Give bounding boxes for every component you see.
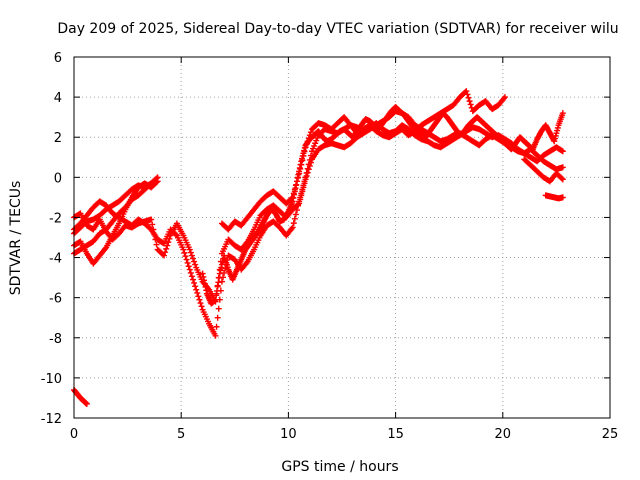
plus-marker-trace [542, 192, 566, 202]
y-tick-label: -12 [41, 412, 62, 427]
x-axis-ticks: 0 5 10 15 20 25 [70, 57, 618, 442]
data-points [71, 88, 566, 407]
series-trace-g [199, 104, 566, 307]
series-trace-c [71, 180, 155, 237]
y-tick-label: 0 [54, 171, 62, 186]
x-tick-label: 25 [602, 427, 619, 442]
y-tick-label: -6 [49, 292, 62, 307]
series-trace-j [542, 192, 566, 202]
y-tick-label: -10 [41, 372, 62, 387]
y-tick-label: 6 [54, 51, 62, 66]
y-tick-label: 4 [54, 91, 62, 106]
chart-title: Day 209 of 2025, Sidereal Day-to-day VTE… [57, 21, 618, 37]
y-axis-label: SDTVAR / TECUs [8, 181, 24, 296]
x-tick-label: 0 [70, 427, 78, 442]
x-tick-label: 5 [177, 427, 185, 442]
plus-marker-trace [199, 104, 566, 307]
plot-frame [73, 56, 611, 419]
x-tick-label: 10 [280, 427, 297, 442]
series-trace-i [521, 156, 566, 185]
grid-lines [74, 57, 610, 418]
y-tick-label: -8 [49, 332, 62, 347]
x-tick-label: 20 [495, 427, 512, 442]
y-tick-label: 2 [54, 131, 62, 146]
y-tick-label: -4 [49, 252, 62, 267]
plus-marker-trace [521, 156, 566, 185]
y-axis-ticks: 6 4 2 0 -2 -4 -6 -8 -10 -12 [41, 51, 610, 427]
x-axis-label: GPS time / hours [281, 459, 398, 475]
y-tick-label: -2 [49, 211, 62, 226]
plus-marker-trace [71, 180, 155, 237]
x-tick-label: 15 [387, 427, 404, 442]
